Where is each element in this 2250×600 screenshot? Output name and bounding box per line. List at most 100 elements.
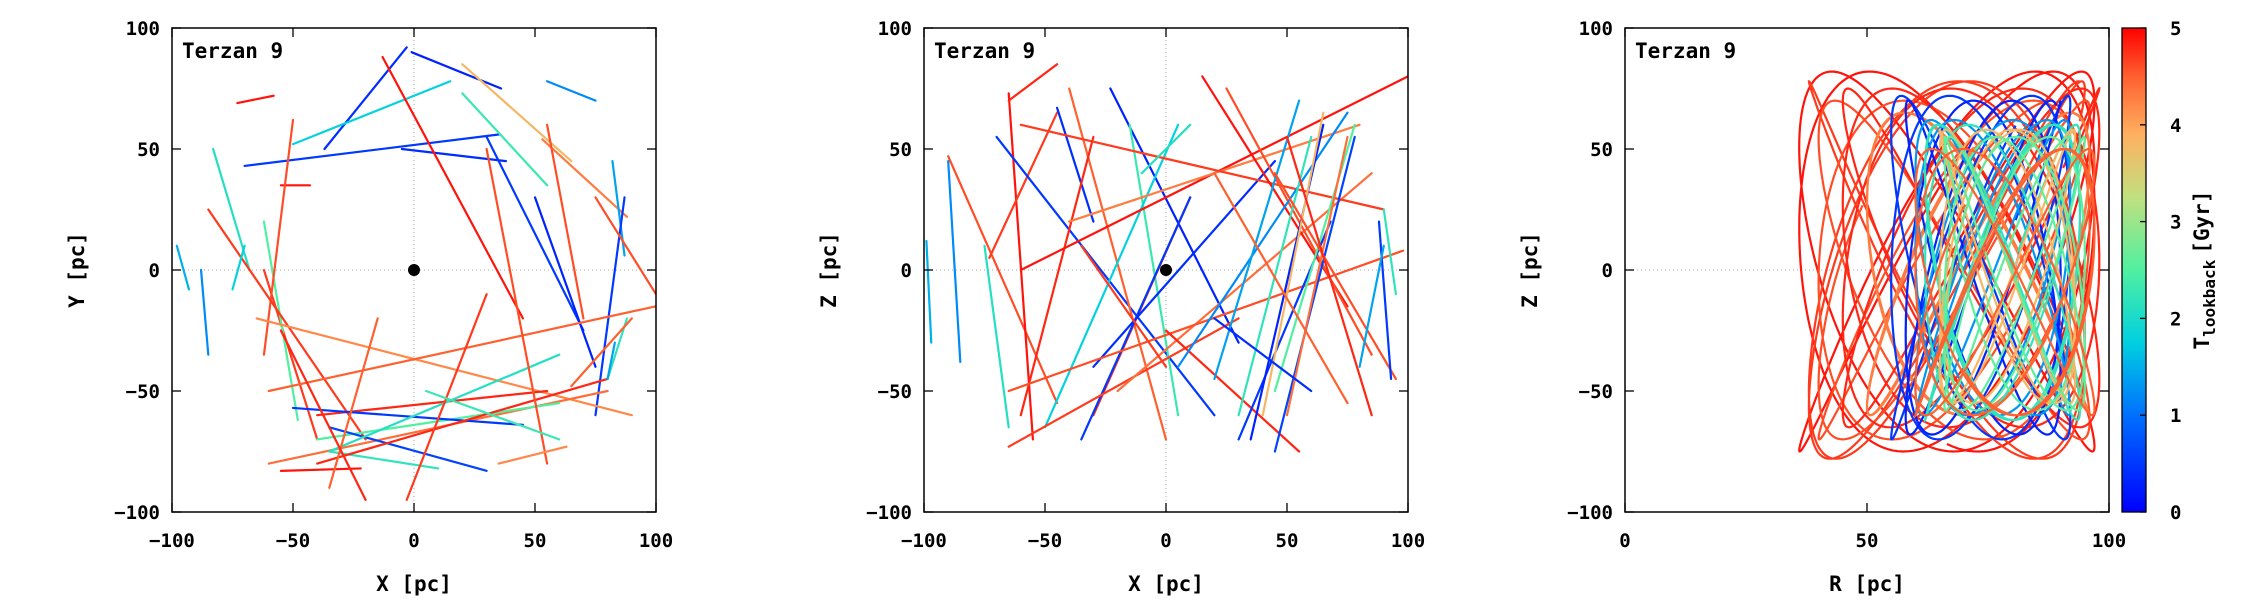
orbit-segment-41 [1213, 172, 1349, 405]
series-group [925, 63, 1408, 453]
panel-annotation: Terzan 9 [934, 39, 1035, 63]
colorbar-label-unit: [Gyr] [2190, 191, 2214, 254]
colorbar-tick-label: 3 [2170, 212, 2181, 234]
x-tick-label: −100 [149, 530, 195, 552]
y-axis-label: Z [pc] [817, 232, 841, 308]
x-tick-label: 100 [639, 530, 673, 552]
y-tick-label: 0 [901, 260, 912, 282]
xy-panel: −100 −50 0 50 100 −100 −50 0 50 100 X [pc] Y [pc] Te… [65, 18, 673, 596]
cluster-center-marker [1160, 264, 1172, 276]
panel-annotation: Terzan 9 [1635, 39, 1736, 63]
y-tick-label: 50 [889, 139, 912, 161]
orbit-segment-45 [231, 244, 246, 291]
orbit-segment-17 [199, 268, 210, 356]
x-tick-label: 50 [1856, 530, 1879, 552]
y-tick-label: −50 [878, 381, 912, 403]
colorbar: 0 1 2 3 4 5 Tlookback [Gyr] [2121, 18, 2219, 524]
y-tick-label: 100 [126, 18, 160, 40]
series-group [1798, 70, 2101, 460]
orbit-segment-37 [485, 147, 549, 465]
orbit-segment-35 [1273, 172, 1398, 380]
y-tick-label: 50 [1590, 139, 1613, 161]
cluster-center-marker [408, 264, 420, 276]
orbit-track-1 [1807, 80, 2086, 460]
orbit-segment-21 [1007, 249, 1405, 393]
orbit-segment-2 [983, 244, 1010, 429]
x-tick-label: −100 [901, 530, 947, 552]
orbit-segment-40 [497, 445, 568, 465]
orbit-segment-24 [1225, 87, 1373, 356]
orbit-segment-12 [1128, 123, 1180, 417]
y-tick-label: 100 [878, 18, 912, 40]
orbit-segment-38 [545, 123, 585, 320]
orbit-segment-33 [328, 317, 379, 489]
orbit-segment-2 [243, 133, 500, 168]
orbit-segment-35 [405, 293, 488, 501]
orbit-segment-13 [262, 268, 319, 441]
x-tick-label: −50 [1028, 530, 1062, 552]
y-tick-label: −50 [126, 381, 160, 403]
orbit-segment-12 [594, 196, 626, 417]
orbit-segment-44 [594, 196, 656, 296]
orbit-track-11 [1914, 147, 2096, 419]
orbit-segment-30 [1213, 99, 1301, 380]
orbit-segment-27 [291, 406, 525, 426]
orbit-segment-13 [1043, 123, 1180, 429]
orbit-segment-36 [1285, 135, 1373, 417]
orbit-segment-10 [485, 135, 585, 332]
rz-panel: 0 50 100 −100 −50 0 50 100 R [pc] Z [pc] Terzan 9 [1518, 18, 2126, 596]
orbit-segment-8 [1055, 106, 1095, 223]
orbit-segment-23 [267, 305, 656, 393]
orbit-segment-5 [1007, 63, 1059, 102]
x-tick-label: 0 [1619, 530, 1630, 552]
panel-annotation: Terzan 9 [182, 39, 283, 63]
orbit-segment-22 [1019, 123, 1385, 211]
orbit-segment-42 [1140, 123, 1192, 175]
colorbar-label-sub: lookback [2200, 259, 2219, 336]
orbit-segment-25 [316, 389, 549, 417]
colorbar-label: Tlookback [Gyr] [2190, 191, 2219, 350]
y-tick-label: −100 [1567, 502, 1613, 524]
orbit-track-10 [1943, 135, 2086, 412]
y-tick-label: 0 [1602, 260, 1613, 282]
orbit-segment-4 [291, 80, 452, 146]
orbit-track-8 [1923, 123, 2082, 423]
orbit-segment-0 [925, 239, 933, 344]
orbit-segment-3 [323, 46, 408, 151]
x-tick-label: −50 [276, 530, 310, 552]
orbit-segment-1 [947, 160, 962, 364]
orbit-segment-37 [1377, 220, 1393, 380]
y-axis-label: Z [pc] [1518, 232, 1542, 308]
y-tick-label: 0 [149, 260, 160, 282]
orbit-segment-8 [541, 138, 629, 218]
orbit-segment-42 [606, 341, 616, 380]
orbit-segment-11 [1019, 135, 1095, 417]
y-axis-label: Y [pc] [65, 232, 89, 308]
orbit-segment-0 [410, 51, 503, 90]
orbit-segment-31 [316, 377, 609, 465]
x-tick-label: 100 [1391, 530, 1425, 552]
orbit-segment-1 [400, 147, 508, 163]
orbit-segment-15 [236, 94, 275, 105]
orbit-segment-39 [1358, 244, 1385, 368]
orbit-segment-16 [175, 244, 191, 291]
x-axis-label: X [pc] [376, 572, 452, 596]
orbit-segment-28 [328, 426, 488, 472]
orbit-segment-6 [461, 92, 549, 187]
orbit-segment-34 [1285, 135, 1349, 417]
orbit-segment-26 [1176, 111, 1349, 368]
orbit-segment-20 [1092, 160, 1277, 368]
orbit-segment-3 [947, 155, 1059, 405]
x-tick-label: 0 [408, 530, 419, 552]
orbit-segment-6 [988, 111, 1059, 259]
x-tick-label: 0 [1160, 530, 1171, 552]
orbit-segment-36 [381, 55, 525, 320]
series-group [175, 46, 656, 501]
x-axis-label: R [pc] [1829, 572, 1905, 596]
orbit-segment-5 [545, 80, 597, 102]
y-tick-label: −50 [1579, 381, 1613, 403]
y-tick-label: −100 [114, 502, 160, 524]
orbit-segment-43 [1080, 244, 1168, 368]
orbit-segment-29 [1273, 135, 1356, 453]
